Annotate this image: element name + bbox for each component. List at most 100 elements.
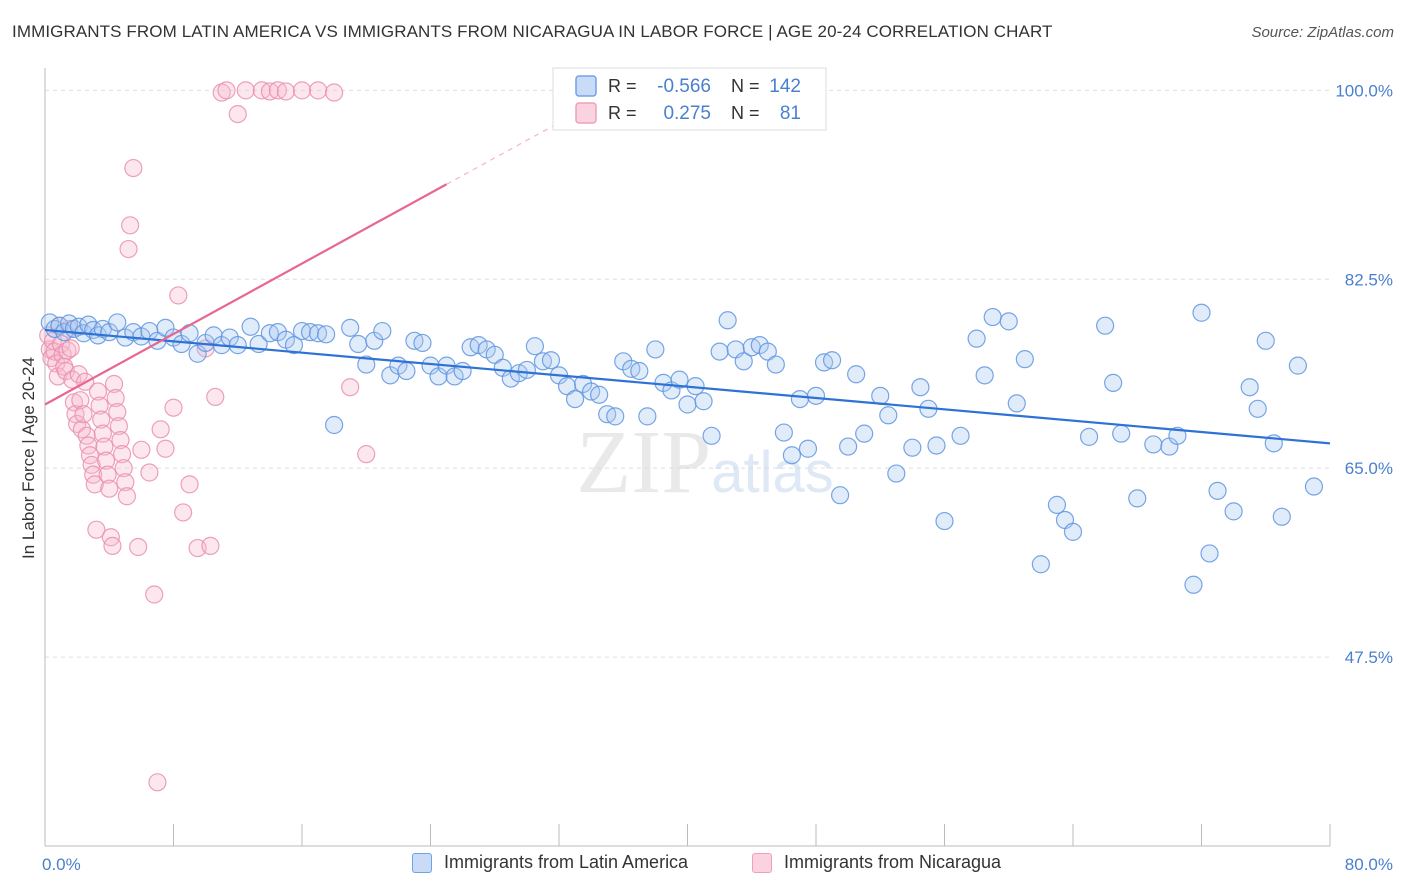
nicaragua-point-41: [104, 374, 124, 394]
nicaragua-point-19: [69, 365, 88, 384]
nicaragua-point-79: [341, 378, 360, 397]
nicaragua-point-54: [132, 440, 151, 459]
series-latin-america-points: [40, 303, 1324, 594]
watermark: ZIPatlas: [576, 413, 834, 512]
latin-america-point-65: [541, 351, 561, 370]
nicaragua-point-45: [111, 431, 130, 450]
latin-america-point-41: [349, 334, 368, 354]
latin-america-point-125: [1096, 316, 1115, 335]
stats-legend-box: [552, 67, 827, 131]
watermark-zip: ZIP: [576, 413, 711, 512]
nicaragua-point-31: [88, 382, 108, 401]
x-tick-label-0: 0.0%: [42, 855, 81, 874]
latin-america-point-138: [1248, 399, 1267, 418]
latin-america-point-118: [1007, 394, 1026, 413]
nicaragua-point-71: [236, 81, 255, 100]
nicaragua-point-44: [109, 416, 128, 436]
latin-america-point-113: [951, 426, 970, 445]
legend-latin-america: Immigrants from Latin America: [412, 852, 688, 873]
latin-america-point-94: [774, 423, 793, 442]
nicaragua-point-55: [140, 463, 159, 482]
latin-america-point-135: [1208, 481, 1227, 500]
nicaragua-point-51: [121, 216, 140, 235]
nicaragua-point-35: [95, 437, 114, 456]
latin-america-point-133: [1192, 303, 1211, 322]
latin-america-point-101: [830, 486, 850, 505]
nicaragua-point-70: [228, 105, 247, 124]
latin-america-point-142: [1288, 356, 1307, 375]
latin-america-point-129: [1144, 435, 1163, 454]
nicaragua-point-46: [112, 445, 132, 464]
trend-line-nicaragua: [44, 183, 448, 406]
latin-america-point-44: [373, 321, 392, 341]
latin-america-point-76: [630, 361, 649, 381]
latin-america-point-58: [485, 345, 504, 364]
x-tick-label-1: 80.0%: [1345, 855, 1393, 874]
trend-lines: [44, 122, 1331, 445]
nicaragua-point-50: [119, 239, 138, 259]
nicaragua-point-66: [201, 536, 220, 555]
stats-r-label-0: R =: [608, 76, 637, 96]
nicaragua-point-75: [276, 82, 296, 101]
latin-america-point-71: [590, 385, 609, 404]
nicaragua-point-49: [117, 487, 137, 506]
latin-america-point-82: [678, 395, 697, 414]
latin-america-point-128: [1128, 489, 1147, 508]
nicaragua-point-57: [148, 773, 167, 792]
nicaragua-point-62: [174, 503, 193, 522]
axes: [44, 68, 1331, 847]
nicaragua-point-12: [58, 341, 77, 360]
nicaragua-point-59: [156, 439, 175, 458]
nicaragua-point-14: [61, 339, 80, 358]
nicaragua-point-77: [308, 81, 328, 100]
stats-r-value-1: 0.275: [663, 103, 711, 124]
latin-america-point-78: [646, 340, 665, 359]
latin-america-point-77: [638, 407, 657, 426]
latin-america-point-63: [525, 337, 545, 356]
y-tick-label-1: 82.5%: [1345, 270, 1393, 289]
latin-america-point-127: [1112, 424, 1131, 443]
latin-america-point-95: [782, 446, 802, 465]
trend-line-latin-america: [44, 328, 1331, 445]
latin-america-point-47: [397, 361, 416, 381]
latin-america-point-98: [806, 386, 826, 405]
nicaragua-point-33: [92, 410, 111, 429]
latin-america-point-139: [1256, 331, 1275, 350]
trend-line-nicaragua-extension: [446, 122, 560, 185]
latin-america-point-108: [903, 438, 922, 457]
stats-n-label-0: N =: [731, 76, 760, 96]
nicaragua-point-58: [151, 420, 170, 439]
stats-legend: R = -0.566 N = 142 R = 0.275 N = 81: [552, 67, 827, 131]
nicaragua-point-42: [106, 388, 125, 408]
latin-america-point-111: [927, 436, 946, 455]
nicaragua-point-40: [103, 536, 122, 555]
chart-title: IMMIGRANTS FROM LATIN AMERICA VS IMMIGRA…: [12, 22, 1053, 41]
latin-america-point-38: [316, 325, 336, 344]
grid: [45, 89, 1330, 658]
latin-america-point-84: [694, 392, 713, 411]
series-nicaragua-points: [39, 81, 376, 792]
nicaragua-point-67: [206, 387, 225, 407]
source-label: Source: ZipAtlas.com: [1251, 24, 1394, 41]
nicaragua-point-56: [145, 585, 164, 604]
nicaragua-point-52: [124, 158, 143, 178]
latin-america-point-126: [1104, 373, 1123, 392]
latin-america-point-102: [839, 437, 858, 456]
latin-america-point-114: [967, 329, 986, 348]
latin-america-point-143: [1304, 477, 1324, 496]
legend-swatch-blue: [412, 852, 432, 873]
nicaragua-point-29: [85, 475, 104, 494]
latin-america-point-121: [1047, 495, 1067, 514]
legend-nicaragua: Immigrants from Nicaragua: [752, 852, 1001, 873]
nicaragua-point-20: [71, 391, 90, 410]
latin-america-point-134: [1200, 544, 1219, 563]
latin-america-point-105: [871, 386, 890, 405]
tick-labels: 100.0% 82.5% 65.0% 47.5% 0.0% 80.0%: [42, 81, 1393, 874]
stats-n-value-1: 81: [780, 103, 801, 124]
latin-america-point-62: [517, 360, 536, 380]
latin-america-point-132: [1184, 575, 1203, 594]
latin-america-point-73: [606, 407, 625, 426]
latin-america-point-123: [1063, 522, 1083, 541]
latin-america-point-39: [325, 415, 344, 435]
